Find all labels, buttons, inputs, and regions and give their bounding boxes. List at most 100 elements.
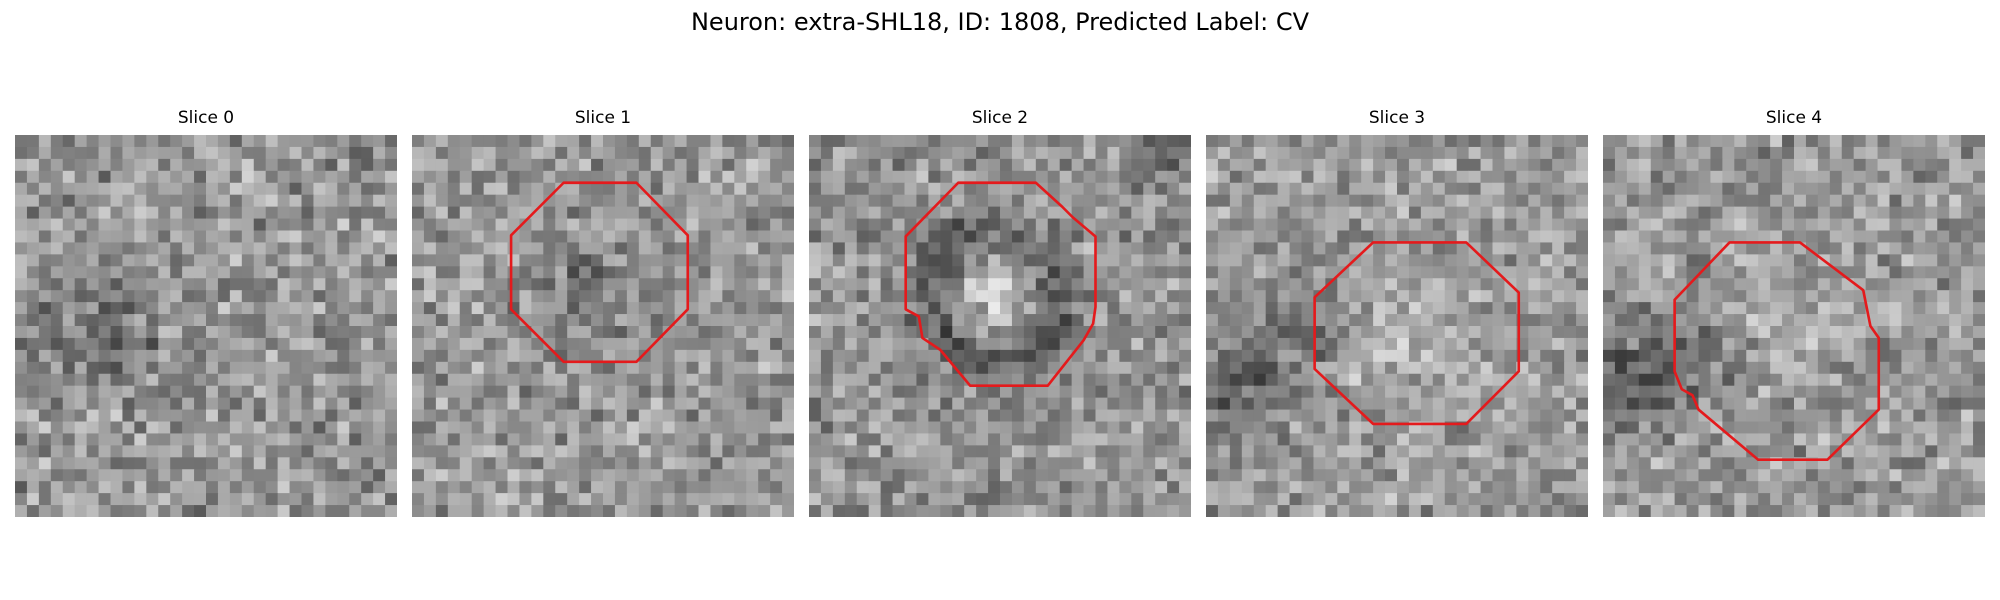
pixel — [98, 254, 111, 267]
pixel — [1540, 135, 1553, 148]
pixel — [361, 135, 374, 148]
pixel — [1241, 266, 1255, 279]
pixel — [1758, 194, 1771, 208]
pixel — [471, 218, 485, 231]
pixel — [1179, 361, 1191, 375]
pixel — [1614, 135, 1628, 148]
pixel — [686, 314, 699, 327]
pixel — [1397, 373, 1410, 387]
pixel — [241, 385, 255, 399]
pixel — [591, 397, 604, 411]
pixel — [1349, 505, 1362, 517]
pixel — [1782, 254, 1795, 267]
pixel — [1059, 493, 1073, 506]
pixel — [1420, 385, 1434, 399]
pixel — [146, 457, 159, 470]
pixel — [1817, 290, 1831, 303]
pixel — [122, 385, 135, 399]
pixel — [1361, 194, 1374, 208]
pixel — [1444, 349, 1458, 363]
pixel — [1167, 349, 1180, 363]
pixel — [567, 433, 580, 446]
pixel — [1686, 373, 1699, 387]
pixel — [1385, 302, 1398, 315]
pixel — [904, 278, 917, 291]
pixel — [1071, 170, 1085, 184]
pixel — [1349, 170, 1362, 184]
pixel — [1770, 135, 1783, 148]
pixel — [146, 278, 159, 291]
pixel — [62, 457, 76, 470]
pixel — [758, 278, 771, 291]
pixel — [1504, 170, 1517, 184]
pixel — [1913, 445, 1926, 458]
pixel — [313, 135, 326, 148]
pixel — [1686, 218, 1699, 231]
pixel — [832, 266, 846, 279]
pixel — [1817, 433, 1831, 446]
pixel — [182, 218, 195, 231]
pixel — [1071, 505, 1085, 517]
pixel — [459, 361, 473, 375]
pixel — [698, 254, 711, 267]
pixel — [1758, 218, 1771, 231]
pixel — [241, 218, 255, 231]
pixel — [1253, 409, 1267, 422]
pixel — [1023, 254, 1037, 267]
pixel — [301, 158, 314, 172]
pixel — [217, 397, 231, 411]
pixel — [241, 326, 255, 339]
pixel — [1095, 254, 1108, 267]
pixel — [1853, 218, 1867, 231]
pixel — [1889, 242, 1902, 255]
pixel — [1059, 230, 1073, 243]
pixel — [1638, 409, 1652, 422]
pixel — [447, 397, 461, 411]
pixel — [940, 409, 953, 422]
pixel — [1913, 385, 1926, 399]
pixel — [1925, 242, 1938, 255]
pixel — [1241, 349, 1255, 363]
pixel — [674, 170, 688, 184]
pixel — [1277, 373, 1291, 387]
pixel — [253, 505, 267, 517]
pixel — [277, 433, 291, 446]
pixel — [904, 242, 917, 255]
pixel — [880, 397, 894, 411]
pixel — [182, 135, 195, 148]
pixel — [1432, 170, 1446, 184]
pixel — [1949, 182, 1962, 196]
pixel — [146, 266, 159, 279]
pixel — [26, 397, 40, 411]
pixel — [710, 135, 723, 148]
pixel — [1408, 481, 1422, 494]
pixel — [15, 314, 28, 327]
pixel — [1119, 278, 1132, 291]
pixel — [1337, 349, 1350, 363]
pixel — [122, 146, 135, 160]
pixel — [940, 290, 953, 303]
pixel — [1913, 218, 1926, 231]
pixel — [1071, 433, 1085, 446]
pixel — [1206, 254, 1219, 267]
pixel — [1011, 385, 1025, 399]
pixel — [976, 266, 989, 279]
pixel — [1289, 409, 1302, 422]
pixel — [650, 349, 664, 363]
pixel — [579, 146, 592, 160]
pixel — [1265, 230, 1279, 243]
pixel — [385, 505, 397, 517]
pixel — [1734, 266, 1747, 279]
pixel — [1059, 146, 1073, 160]
pixel — [782, 326, 794, 339]
pixel — [976, 158, 989, 172]
pixel — [98, 349, 111, 363]
pixel — [1289, 266, 1302, 279]
pixel — [1782, 445, 1795, 458]
pixel — [471, 135, 485, 148]
pixel — [1023, 242, 1037, 255]
pixel — [1698, 266, 1711, 279]
pixel — [1829, 302, 1843, 315]
pixel — [1877, 302, 1890, 315]
pixel — [265, 445, 279, 458]
